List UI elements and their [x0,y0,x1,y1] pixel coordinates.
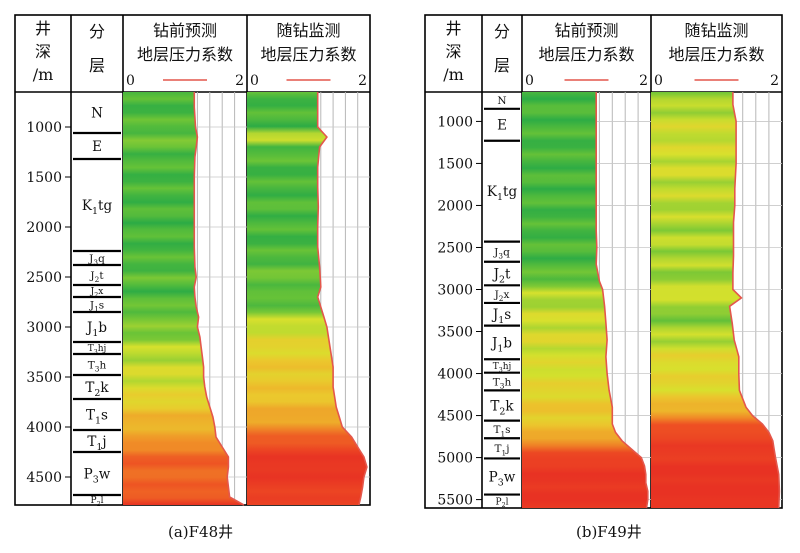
track-subtitle: 地层压力系数 [668,45,764,64]
caption-a: (a)F48井 [168,523,234,541]
strata-label: E [497,118,507,134]
depth-tick-label: 5000 [437,451,473,467]
pressure-curve [316,92,368,506]
strata-label: J1b [85,320,107,339]
depth-tick-label: 2500 [437,240,473,256]
depth-tick-label: 1000 [26,120,62,136]
track-title: 钻前预测 [153,21,217,40]
depth-header-line: /m [443,65,464,84]
track-subtitle: 地层压力系数 [137,45,233,64]
track-title: 随钻监测 [684,21,748,40]
strata-label: N [91,105,103,121]
strata-label: J2t [89,270,104,284]
pressure-area [247,92,367,505]
panel-a-f48: 井深/m 分层 1000 1500 2000 2500 3000 3500 4000 4500 N E… [14,14,371,508]
depth-tick-label: 4500 [26,470,62,486]
strata-label: E [92,139,102,155]
pressure-curve [595,92,649,509]
track-xmin-label: 0 [126,73,135,89]
strata-label: J1s [89,299,104,313]
strata-header-line: 分 [89,22,105,41]
strata-label: T3h [88,359,107,373]
depth-header-line: 深 [445,42,461,61]
strata-label: N [497,95,506,107]
depth-tick-label: 4500 [437,409,473,425]
strata-label: T1s [493,424,510,438]
strata-label: P2l [496,498,509,510]
strata-header-line: 层 [89,56,105,75]
strata-label: P3w [84,466,111,485]
track-xmax-label: 2 [358,73,367,89]
depth-tick-label: 1500 [437,156,473,172]
strata-label: T3h [493,376,512,390]
track-xmax-label: 2 [235,73,244,89]
depth-tick-label: 1000 [437,114,473,130]
depth-tick-label: 2000 [437,198,473,214]
strata-label: T3hj [88,344,107,356]
strata-label: T1s [86,407,108,426]
track-subtitle: 地层压力系数 [260,45,356,64]
strata-label: J2x [494,289,510,303]
strata-label: K1tg [82,198,113,217]
strata-label: P2l [91,496,104,508]
strata-label: T1j [495,443,510,457]
depth-tick-label: 3500 [437,325,473,341]
strata-label: J1b [490,335,512,354]
depth-tick-label: 3000 [437,282,473,298]
depth-tick-label: 3000 [26,320,62,336]
track-xmax-label: 2 [770,73,779,89]
depth-tick-label: 1500 [26,170,62,186]
strata-label: J3q [493,246,510,260]
depth-tick-label: 2000 [26,220,62,236]
strata-label: J2x [90,287,104,299]
strata-label: T3hj [493,362,512,374]
panel-b-f49: 井深/m 分层 1000 1500 2000 2500 3000 3500 4000 4500 50… [424,14,783,510]
depth-header-line: /m [33,65,54,84]
track-subtitle: 地层压力系数 [538,45,634,64]
pressure-area [651,92,780,508]
track-title: 随钻监测 [276,21,340,40]
strata-label: P3w [489,469,516,488]
pressure-area [123,92,244,505]
depth-tick-label: 4000 [26,420,62,436]
depth-header-line: 井 [445,19,461,38]
caption-b: (b)F49井 [576,523,642,541]
strata-label: K1tg [487,184,518,203]
strata-label: T2k [490,398,514,417]
pressure-curve [193,92,245,506]
strata-header-line: 层 [494,56,510,75]
depth-tick-label: 4000 [437,367,473,383]
strata-label: J2t [492,266,511,285]
track-xmax-label: 2 [639,73,648,89]
strata-label: T2k [85,380,109,399]
strata-label: J3q [88,253,105,267]
pressure-area [522,92,648,508]
strata-label: J1s [491,307,511,326]
depth-header-line: 深 [35,42,51,61]
track-xmin-label: 0 [654,73,663,89]
strata-header-line: 分 [494,22,510,41]
depth-tick-label: 2500 [26,270,62,286]
pressure-curve [728,92,781,509]
track-xmin-label: 0 [250,73,259,89]
depth-tick-label: 3500 [26,370,62,386]
depth-header-line: 井 [35,19,51,38]
depth-tick-label: 5500 [437,493,473,509]
strata-label: T1j [87,434,106,453]
track-title: 钻前预测 [554,21,618,40]
track-xmin-label: 0 [525,73,534,89]
